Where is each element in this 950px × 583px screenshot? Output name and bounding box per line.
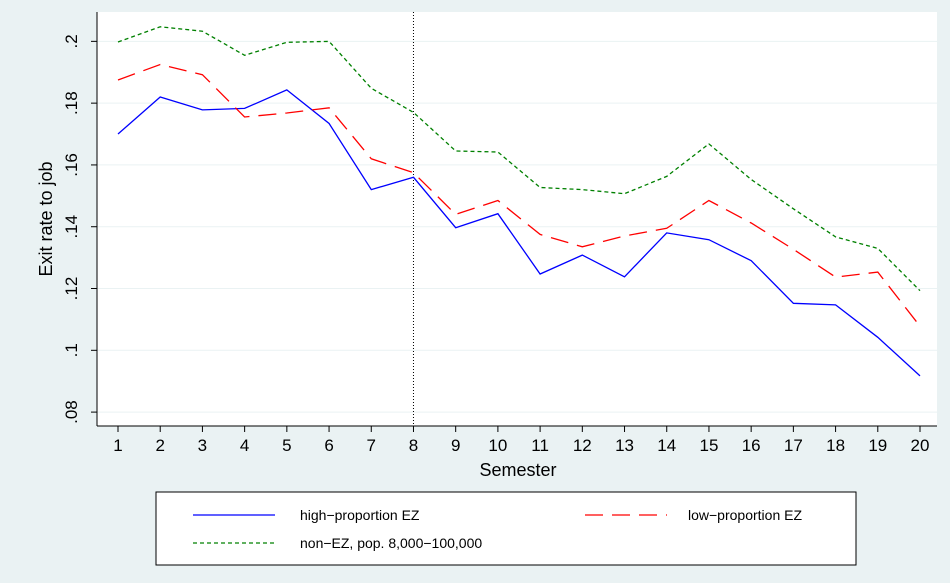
y-tick-label: .14 <box>62 215 81 239</box>
legend-label-3: non−EZ, pop. 8,000−100,000 <box>300 535 482 551</box>
x-tick-label: 12 <box>573 436 592 455</box>
x-tick-label: 2 <box>155 436 164 455</box>
legend: high−proportion EZ low−proportion EZ non−E… <box>155 491 857 566</box>
legend-label-1: high−proportion EZ <box>300 507 420 523</box>
x-tick-label: 6 <box>324 436 333 455</box>
x-axis-title: Semester <box>479 460 556 480</box>
y-tick-label: .12 <box>62 277 81 301</box>
x-tick-label: 7 <box>367 436 376 455</box>
plot-area <box>97 12 937 426</box>
x-tick-label: 16 <box>742 436 761 455</box>
legend-label-2: low−proportion EZ <box>688 507 802 523</box>
x-tick-label: 19 <box>868 436 887 455</box>
y-tick-label: .1 <box>62 343 81 357</box>
series-lines <box>117 26 921 377</box>
x-tick-label: 8 <box>409 436 418 455</box>
x-tick-label: 18 <box>826 436 845 455</box>
y-tick-labels: .08 .1 .12 .14 .16 .18 .2 <box>62 34 81 424</box>
x-tick-labels: 1 2 3 4 5 6 7 8 9 10 11 12 13 14 15 16 17 18 19 20 <box>113 436 929 455</box>
series-line-2 <box>117 63 921 327</box>
y-tick-label: .2 <box>62 34 81 48</box>
x-tick-label: 20 <box>911 436 930 455</box>
x-tick-label: 9 <box>451 436 460 455</box>
y-tick-label: .18 <box>62 91 81 115</box>
x-tick-label: 10 <box>488 436 507 455</box>
series-line-3 <box>117 26 921 292</box>
x-tick-label: 14 <box>657 436 676 455</box>
axes <box>91 12 937 432</box>
y-tick-label: .08 <box>62 400 81 424</box>
grid <box>97 40 937 413</box>
x-tick-label: 13 <box>615 436 634 455</box>
x-tick-label: 15 <box>699 436 718 455</box>
x-tick-label: 17 <box>784 436 803 455</box>
x-tick-label: 11 <box>531 436 549 455</box>
legend-box <box>155 491 857 566</box>
y-axis-title: Exit rate to job <box>36 161 56 276</box>
series-line-1 <box>117 89 921 377</box>
x-tick-label: 4 <box>240 436 249 455</box>
x-tick-label: 1 <box>113 436 122 455</box>
x-tick-label: 5 <box>282 436 291 455</box>
y-tick-label: .16 <box>62 153 81 177</box>
x-tick-label: 3 <box>198 436 207 455</box>
